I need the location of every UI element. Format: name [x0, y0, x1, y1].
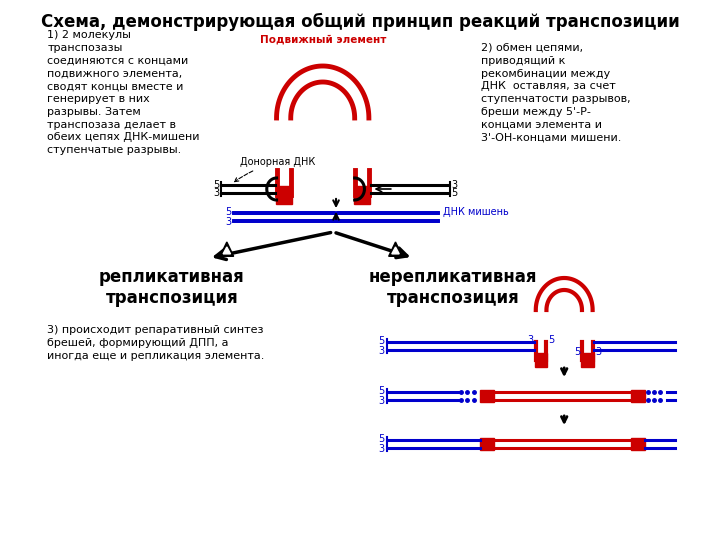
Bar [535, 353, 547, 367]
Polygon shape [220, 242, 234, 256]
Text: 5: 5 [379, 434, 385, 444]
Text: 5: 5 [451, 188, 458, 198]
Text: 5: 5 [379, 386, 385, 396]
Text: 3: 3 [379, 444, 385, 454]
Bar [581, 353, 593, 367]
Text: 1) 2 молекулы
транспозазы
соединяются с концами
подвижного элемента,
сводят конц: 1) 2 молекулы транспозазы соединяются с … [48, 30, 200, 155]
Text: 3: 3 [379, 396, 385, 406]
Text: 3: 3 [595, 347, 601, 357]
Polygon shape [389, 242, 402, 256]
Text: 5: 5 [574, 347, 580, 357]
Text: 5: 5 [548, 335, 554, 345]
Text: 3) происходит репаративный синтез
брешей, формирующий ДПП, а
иногда еще и реплик: 3) происходит репаративный синтез брешей… [48, 325, 265, 361]
Text: 3: 3 [379, 346, 385, 356]
Polygon shape [392, 247, 399, 254]
Bar [631, 390, 645, 402]
Bar [631, 438, 645, 450]
Text: Подвижный элемент: Подвижный элемент [259, 34, 386, 44]
Bar [276, 186, 292, 204]
Bar [480, 390, 494, 402]
Text: ДНК мишень: ДНК мишень [443, 207, 508, 217]
Text: 3: 3 [214, 188, 220, 198]
Polygon shape [223, 247, 230, 254]
Text: 5: 5 [213, 180, 220, 190]
Text: 3: 3 [527, 335, 533, 345]
Text: Схема, демонстрирующая общий принцип реакций транспозиции: Схема, демонстрирующая общий принцип реа… [40, 13, 680, 31]
Bar [480, 438, 494, 450]
Text: репликативная
транспозиция: репликативная транспозиция [99, 268, 245, 307]
Text: 2) обмен цепями,
приводящий к
рекомбинации между
ДНК  оставляя, за счет
ступенча: 2) обмен цепями, приводящий к рекомбинац… [481, 43, 631, 143]
Text: Донорная ДНК: Донорная ДНК [235, 157, 315, 181]
Text: 3: 3 [451, 180, 458, 190]
Text: 5: 5 [379, 336, 385, 346]
Bar [354, 186, 370, 204]
Text: нерепликативная
транспозиция: нерепликативная транспозиция [369, 268, 537, 307]
Text: 5: 5 [225, 207, 231, 217]
Text: 3: 3 [225, 217, 231, 227]
